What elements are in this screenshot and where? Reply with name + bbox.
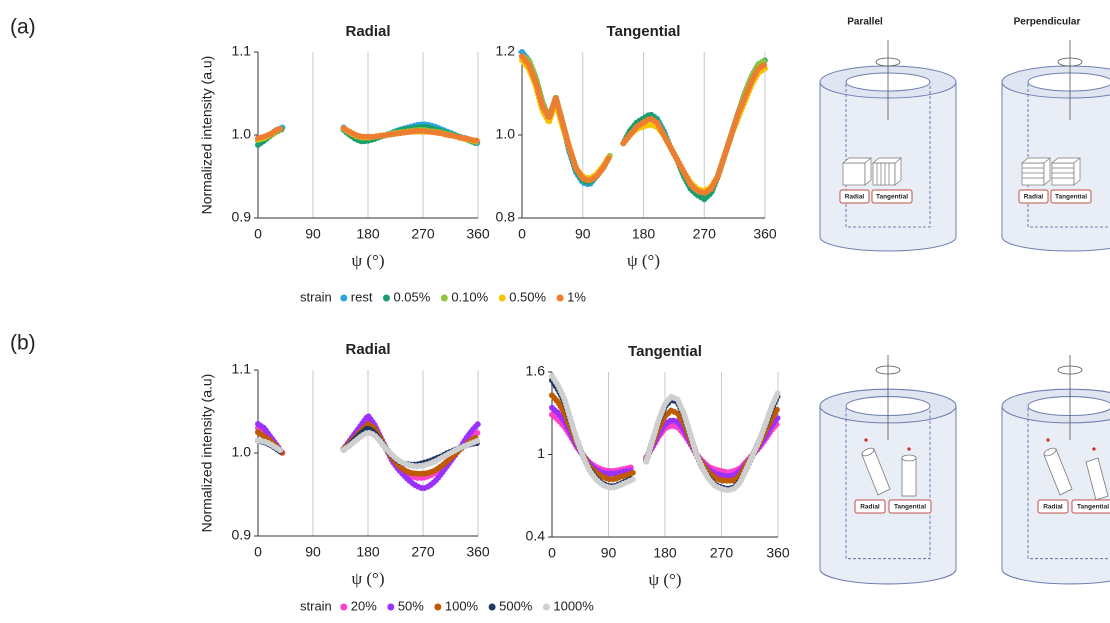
- data-series: [255, 429, 481, 470]
- y-axis-label: Normalized intensity (a.u): [199, 374, 215, 533]
- x-tick-label: 360: [466, 544, 490, 560]
- diagram-label: Radial: [860, 504, 880, 511]
- y-tick-label: 0.8: [496, 209, 516, 225]
- x-tick-label: 90: [305, 544, 321, 560]
- y-tick-label: 1.1: [232, 43, 252, 59]
- legend-swatch: [434, 603, 442, 611]
- x-tick-label: 360: [466, 226, 490, 242]
- legend-title: strain: [300, 598, 332, 613]
- legend-label: 0.05%: [393, 289, 430, 304]
- y-tick-label: 1: [537, 445, 545, 461]
- legend-label: 1%: [567, 289, 586, 304]
- legend-swatch: [440, 294, 448, 302]
- chart-title: Tangential: [628, 343, 702, 360]
- legend-label: 20%: [351, 598, 377, 613]
- legend-label: 100%: [445, 598, 479, 613]
- diagram-label: Radial: [1043, 504, 1063, 511]
- diagram-label: Radial: [1024, 194, 1044, 201]
- y-tick-label: 1.0: [232, 126, 252, 142]
- legend-swatch: [340, 294, 348, 302]
- x-tick-label: 0: [518, 226, 526, 242]
- legend-swatch: [498, 294, 506, 302]
- x-tick-label: 180: [356, 226, 380, 242]
- legend-swatch: [340, 603, 348, 611]
- x-tick-label: 0: [254, 544, 262, 560]
- x-tick-label: 270: [693, 226, 717, 242]
- x-tick-label: 90: [601, 545, 617, 561]
- x-tick-label: 90: [305, 226, 321, 242]
- legend-label: 1000%: [553, 598, 594, 613]
- x-tick-label: 360: [753, 226, 777, 242]
- data-series: [519, 53, 768, 197]
- diagram-label: Tangential: [1077, 504, 1109, 511]
- cylinder-diagram: Radial Tangential: [819, 40, 957, 252]
- x-axis-label: ψ (°): [648, 570, 681, 589]
- chart-title: Radial: [345, 341, 390, 358]
- legend-swatch: [387, 603, 395, 611]
- y-tick-label: 1.2: [496, 43, 516, 59]
- x-tick-label: 90: [575, 226, 591, 242]
- diagram-label: Tangential: [876, 194, 908, 201]
- y-tick-label: 0.9: [232, 527, 252, 543]
- x-tick-label: 180: [653, 545, 677, 561]
- x-axis-label: ψ (°): [351, 251, 384, 270]
- panel-label: (b): [10, 332, 36, 355]
- y-tick-label: 1.0: [496, 126, 516, 142]
- x-tick-label: 180: [632, 226, 656, 242]
- x-tick-label: 0: [548, 545, 556, 561]
- diagram-label: Radial: [845, 194, 865, 201]
- x-tick-label: 270: [411, 226, 435, 242]
- x-tick-label: 0: [254, 226, 262, 242]
- y-tick-label: 0.4: [526, 528, 546, 544]
- y-tick-label: 1.6: [526, 363, 546, 379]
- legend-label: 500%: [499, 598, 533, 613]
- diagram-label: Tangential: [1055, 194, 1087, 201]
- x-tick-label: 270: [411, 544, 435, 560]
- cylinder-diagram: Radial Tangential: [1001, 355, 1110, 585]
- legend-label: 0.50%: [509, 289, 546, 304]
- y-tick-label: 1.1: [232, 361, 252, 377]
- x-axis-label: ψ (°): [351, 569, 384, 588]
- legend-label: 50%: [398, 598, 424, 613]
- chart-title: Tangential: [607, 23, 681, 40]
- panel-label: (a): [10, 16, 36, 39]
- x-tick-label: 180: [356, 544, 380, 560]
- diagram-label: Tangential: [894, 504, 926, 511]
- legend-label: rest: [351, 289, 373, 304]
- y-tick-label: 1.0: [232, 444, 252, 460]
- legend-title: strain: [300, 289, 332, 304]
- legend-swatch: [382, 294, 390, 302]
- x-axis-label: ψ (°): [627, 251, 660, 270]
- cylinder-diagram: Radial Tangential: [1001, 40, 1110, 252]
- diagram-title: Parallel: [847, 17, 883, 28]
- x-tick-label: 270: [710, 545, 734, 561]
- legend-swatch: [556, 294, 564, 302]
- y-axis-label: Normalized intensity (a.u): [199, 56, 215, 215]
- chart-title: Radial: [345, 23, 390, 40]
- data-series: [255, 125, 481, 144]
- x-tick-label: 360: [766, 545, 790, 561]
- legend-label: 0.10%: [451, 289, 488, 304]
- legend-swatch: [488, 603, 496, 611]
- legend-swatch: [542, 603, 550, 611]
- cylinder-diagram: Radial Tangential: [819, 355, 957, 585]
- diagram-title: Perpendicular: [1014, 17, 1081, 28]
- data-series: [549, 373, 781, 494]
- y-tick-label: 0.9: [232, 209, 252, 225]
